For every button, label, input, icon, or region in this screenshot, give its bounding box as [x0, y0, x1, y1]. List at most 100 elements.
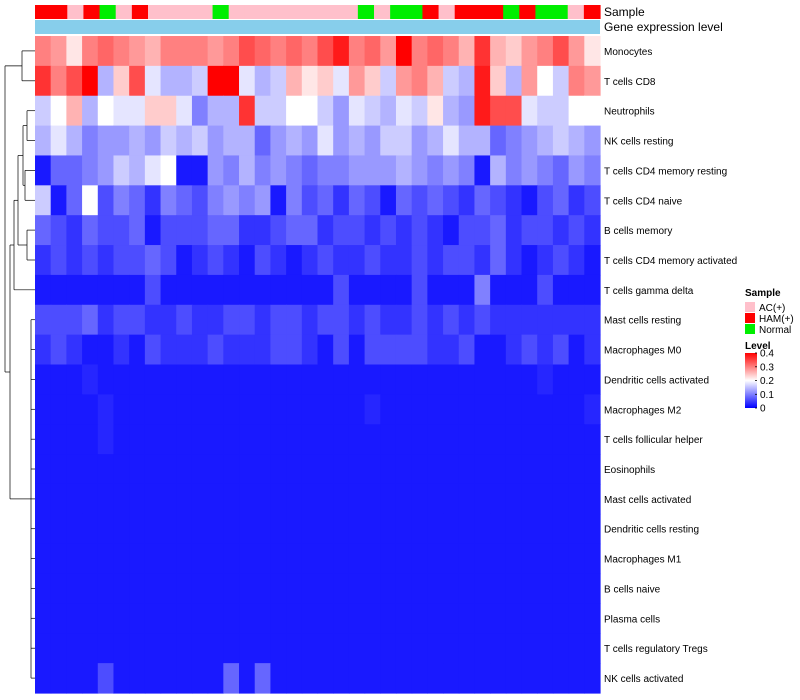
heatmap-cell: [286, 245, 303, 276]
heatmap-cell: [113, 125, 130, 157]
heatmap-cell: [443, 513, 460, 545]
heatmap-cell: [97, 483, 115, 515]
heatmap-cell: [505, 36, 523, 67]
heatmap-cell: [35, 483, 52, 515]
heatmap-cell: [176, 543, 193, 575]
heatmap-cell: [301, 603, 319, 634]
heatmap-cell: [537, 125, 554, 157]
heatmap-cell: [270, 513, 287, 545]
heatmap-cell: [223, 364, 240, 395]
heatmap-cell: [333, 633, 350, 664]
heatmap-cell: [458, 424, 476, 455]
heatmap-cell: [191, 334, 209, 366]
heatmap-cell: [505, 215, 523, 246]
heatmap-cell: [458, 543, 476, 575]
heatmap-cell: [348, 633, 366, 664]
heatmap-cell: [458, 633, 476, 664]
heatmap-cell: [239, 95, 256, 127]
sample-annotation-cell: [503, 5, 520, 19]
heatmap-cell: [333, 155, 350, 186]
heatmap-cell: [443, 155, 460, 186]
heatmap-cell: [552, 95, 570, 127]
heatmap-cell: [458, 334, 476, 366]
heatmap-cell: [286, 125, 303, 157]
heatmap-cell: [129, 304, 146, 336]
heatmap-cell: [411, 155, 428, 186]
heatmap-cell: [97, 394, 115, 425]
row-label: B cells memory: [604, 226, 672, 237]
heatmap-cell: [552, 483, 570, 515]
heatmap-cell: [348, 573, 366, 605]
row-label: Macrophages M2: [604, 405, 682, 416]
heatmap-cell: [537, 274, 554, 306]
row-labels: Monocytes T cells CD8 Neutrophils NK cells …: [604, 47, 737, 685]
heatmap-cell: [427, 513, 444, 545]
heatmap-cell: [50, 513, 67, 545]
heatmap-cell: [348, 663, 366, 694]
heatmap-cell: [97, 334, 115, 366]
heatmap-cell: [458, 603, 476, 634]
heatmap-cell: [521, 603, 538, 634]
heatmap-cell: [160, 65, 177, 97]
heatmap-cell: [490, 36, 507, 67]
heatmap-cell: [364, 454, 381, 485]
heatmap-cell: [364, 603, 381, 634]
heatmap-cell: [443, 245, 460, 276]
sample-annotation-cell: [422, 5, 440, 19]
heatmap-cell: [552, 334, 570, 366]
heatmap-cell: [364, 334, 381, 366]
heatmap-cell: [113, 65, 130, 97]
heatmap-cell: [82, 36, 99, 67]
heatmap-cell: [364, 274, 381, 306]
heatmap-cell: [144, 95, 162, 127]
heatmap-cell: [521, 454, 538, 485]
heatmap-cell: [239, 454, 256, 485]
heatmap-cell: [160, 394, 177, 425]
heatmap-cell: [395, 274, 413, 306]
heatmap-cell: [239, 603, 256, 634]
heatmap-cell: [66, 364, 83, 395]
heatmap-cell: [427, 543, 444, 575]
heatmap-cell: [82, 274, 99, 306]
heatmap-cell: [129, 274, 146, 306]
heatmap-cell: [207, 663, 224, 694]
heatmap-cell: [317, 334, 334, 366]
heatmap-cell: [254, 125, 272, 157]
heatmap-cell: [270, 454, 287, 485]
heatmap-cell: [317, 454, 334, 485]
heatmap-cell: [35, 245, 52, 276]
heatmap-cell: [176, 573, 193, 605]
heatmap-cell: [82, 513, 99, 545]
heatmap-cell: [568, 663, 585, 694]
heatmap-cell: [223, 274, 240, 306]
heatmap-cell: [380, 36, 397, 67]
heatmap-cell: [286, 483, 303, 515]
heatmap-cell: [411, 454, 428, 485]
heatmap-cell: [427, 65, 444, 97]
heatmap-cell: [113, 573, 130, 605]
heatmap-cell: [97, 633, 115, 664]
heatmap-cell: [97, 424, 115, 455]
heatmap-cell: [35, 125, 52, 157]
heatmap-cell: [552, 603, 570, 634]
heatmap-cell: [552, 185, 570, 216]
heatmap-cell: [443, 483, 460, 515]
heatmap-cell: [411, 364, 428, 395]
heatmap-cell: [568, 185, 585, 216]
heatmap-cell: [160, 364, 177, 395]
annotation-label-gene-expression: Gene expression level: [604, 20, 723, 34]
heatmap-cell: [395, 543, 413, 575]
heatmap-cell: [254, 95, 272, 127]
heatmap-cell: [176, 185, 193, 216]
heatmap-cell: [552, 125, 570, 157]
heatmap-cell: [333, 364, 350, 395]
heatmap-cell: [191, 633, 209, 664]
heatmap-cell: [254, 274, 272, 306]
heatmap-cell: [176, 424, 193, 455]
heatmap-cell: [427, 663, 444, 694]
heatmap-cell: [66, 36, 83, 67]
heatmap-cell: [254, 513, 272, 545]
heatmap-cell: [97, 454, 115, 485]
legend-level-tick-label: 0: [760, 404, 766, 415]
